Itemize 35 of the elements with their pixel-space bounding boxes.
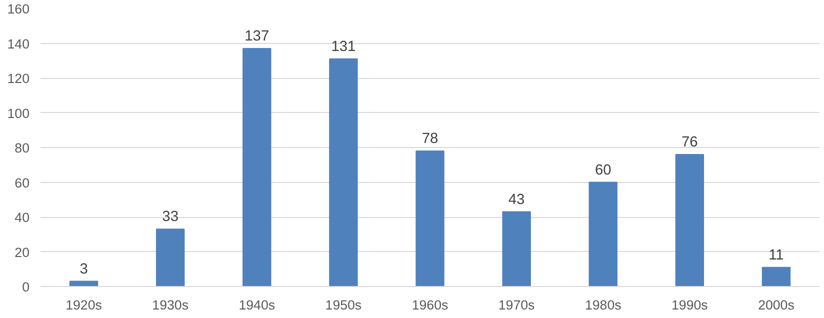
y-tick-label: 40 (14, 210, 30, 225)
bar (329, 58, 358, 286)
bar (502, 211, 531, 286)
x-tick-label: 1980s (584, 298, 622, 312)
y-tick-label: 160 (7, 2, 30, 16)
data-label: 33 (162, 209, 178, 226)
bar (242, 48, 272, 286)
x-tick-label: 1990s (672, 298, 708, 312)
bar (416, 150, 444, 286)
x-tick-label: 1950s (325, 298, 362, 312)
data-label: 3 (80, 261, 88, 278)
x-tick-label: 1960s (412, 298, 448, 312)
bar (588, 182, 618, 286)
data-label: 60 (594, 162, 612, 178)
y-tick-label: 60 (14, 175, 30, 190)
data-label: 131 (331, 38, 356, 55)
x-tick-label: 1920s (66, 298, 102, 312)
x-tick-label: 1970s (498, 298, 536, 312)
y-tick-label: 140 (7, 36, 30, 52)
data-label: 137 (244, 28, 270, 44)
data-label: 78 (422, 130, 438, 147)
y-tick-label: 120 (7, 71, 30, 86)
y-tick-label: 100 (7, 106, 30, 121)
data-label: 43 (508, 192, 525, 208)
bar (675, 154, 704, 286)
bar (762, 266, 791, 286)
x-tick-label: 1940s (238, 298, 276, 312)
data-label: 76 (682, 134, 698, 150)
x-tick-label: 2000s (758, 298, 795, 312)
data-label: 11 (768, 247, 784, 264)
x-tick-label: 1930s (152, 298, 189, 312)
bar (156, 228, 185, 286)
y-tick-label: 20 (14, 244, 30, 260)
y-tick-label: 80 (14, 140, 30, 156)
y-tick-label: 0 (22, 280, 30, 294)
